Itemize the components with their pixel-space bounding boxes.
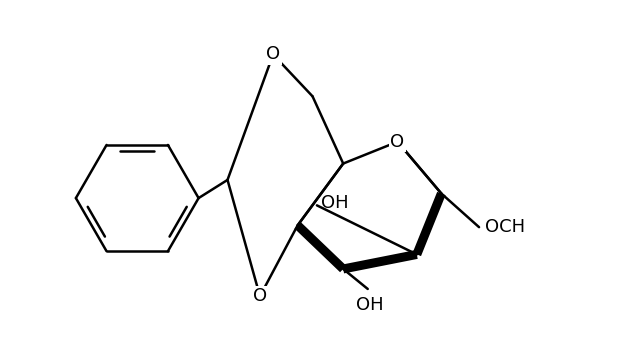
Text: OH: OH	[321, 194, 349, 212]
Text: OH: OH	[356, 296, 384, 314]
Text: O: O	[390, 133, 404, 151]
Text: O: O	[266, 45, 280, 63]
Text: O: O	[253, 287, 267, 305]
Text: OCH: OCH	[484, 218, 525, 236]
